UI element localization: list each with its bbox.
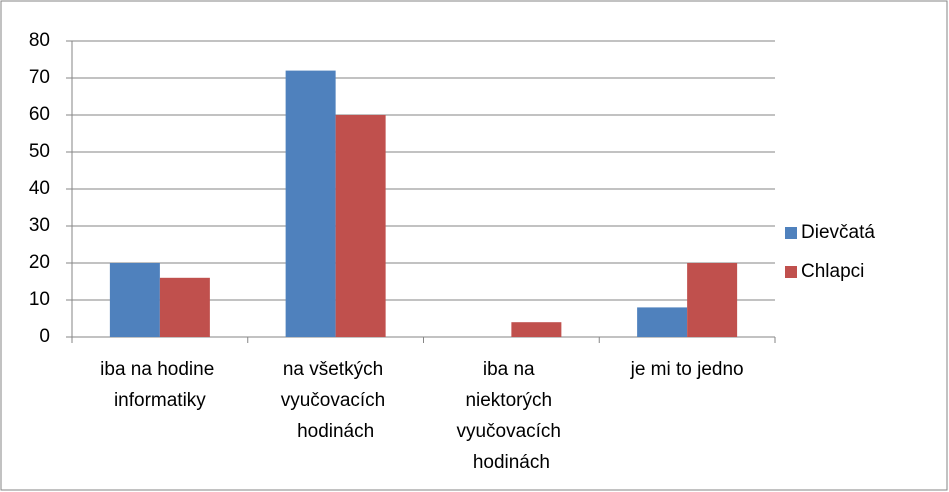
y-tick-label: 0	[39, 326, 50, 347]
x-tick-label: iba na hodine informatiky	[100, 359, 219, 411]
y-tick-label: 40	[29, 178, 50, 199]
x-tick-label: iba na niektorých vyučovacích hodinách	[456, 359, 566, 473]
bar	[637, 307, 688, 337]
x-tick-label: je mi to jedno	[630, 359, 744, 380]
y-tick-label: 80	[29, 30, 50, 51]
x-tick-label: na všetkých vyučovacích hodinách	[281, 359, 391, 442]
legend-swatch	[785, 227, 797, 239]
bar	[109, 263, 160, 337]
y-tick-label: 50	[29, 141, 50, 162]
legend-label: Dievčatá	[801, 222, 875, 243]
bar	[285, 70, 336, 337]
y-tick-label: 70	[29, 67, 50, 88]
y-tick-label: 30	[29, 215, 50, 236]
legend-label: Chlapci	[801, 261, 864, 282]
legend-swatch	[785, 266, 797, 278]
y-tick-label: 60	[29, 104, 50, 125]
bar	[335, 115, 386, 337]
y-tick-label: 20	[29, 252, 50, 273]
bar	[159, 277, 210, 337]
bar	[511, 322, 562, 337]
y-tick-label: 10	[29, 289, 50, 310]
bar	[687, 263, 738, 337]
